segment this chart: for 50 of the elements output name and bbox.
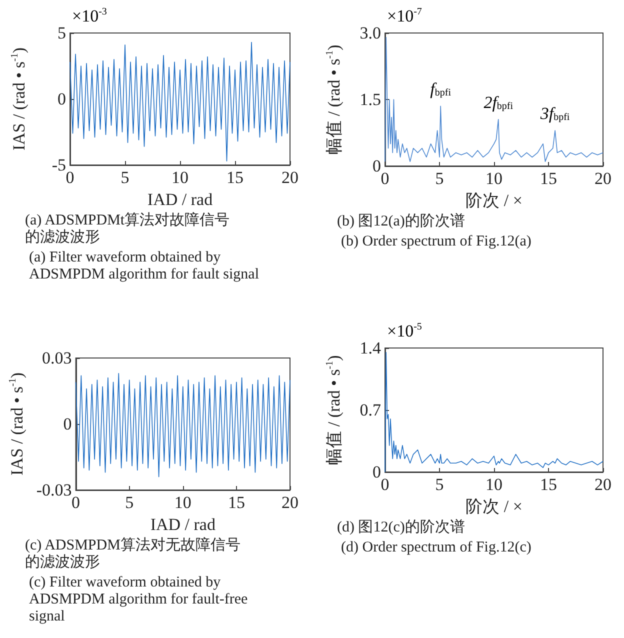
x-tick-label: 5 <box>435 169 444 188</box>
y-tick-label: 0.03 <box>42 348 72 368</box>
y-tick-label: 1.4 <box>360 338 382 358</box>
x-tick-label: 10 <box>486 475 502 494</box>
text: (c) ADSMPDM算法对无故障信号的滤波波形 <box>25 536 240 570</box>
y-tick-label: 3.0 <box>360 24 381 42</box>
y-tick-label: -0.03 <box>36 480 72 500</box>
x-tick-label: 10 <box>172 168 188 187</box>
x-tick-label: 20 <box>594 169 612 188</box>
x-tick-label: 15 <box>228 493 245 512</box>
y-axis-title: IAS / (rad • s-1) <box>8 372 26 476</box>
text: (b) 图12(a)的阶次谱 <box>337 212 465 230</box>
x-axis-title: IAD / rad <box>150 515 216 534</box>
x-tick-label: 15 <box>226 168 244 187</box>
x-tick-label: 10 <box>174 493 192 512</box>
text: (a) Filter waveform obtained by ADSMPDM algorithm for fault signal <box>29 250 259 282</box>
x-tick-label: 5 <box>125 493 134 512</box>
y-axis-title: 幅值 / (rad • s-1) <box>324 44 344 154</box>
text: (d) Order spectrum of Fig.12(c) <box>341 540 532 556</box>
y-tick-label: 1.5 <box>360 90 381 109</box>
y-tick-label: 0 <box>58 90 66 108</box>
y-tick-label: 0.7 <box>360 400 382 420</box>
x-axis-title: 阶次 / × <box>466 191 522 210</box>
y-tick-label: 0 <box>63 414 72 434</box>
text: (b) Order spectrum of Fig.12(a) <box>341 234 532 250</box>
x-axis-title: 阶次 / × <box>466 497 522 516</box>
annotation: fbpfi <box>430 80 452 99</box>
y-tick-label: 0 <box>372 462 381 482</box>
y-axis-title: 幅值 / (rad • s-1) <box>324 355 344 465</box>
x-tick-label: 20 <box>594 475 612 494</box>
y-tick-label: -5 <box>52 156 66 174</box>
annotation: 3fbpfi <box>539 104 570 124</box>
y-tick-label: 5 <box>58 24 66 42</box>
line-series <box>384 37 604 162</box>
y-axis-title: IAS / (rad • s-1) <box>10 47 28 151</box>
text: (a) ADSMPDMt算法对故障信号的滤波波形 <box>25 212 230 246</box>
y-tick-label: 0 <box>372 156 381 176</box>
x-tick-label: 10 <box>486 169 502 188</box>
x-tick-label: 5 <box>120 168 130 187</box>
x-tick-label: 5 <box>435 475 444 494</box>
line-series <box>70 42 290 162</box>
text: (c) Filter waveform obtained by ADSMPDM algorithm for fault-free signal <box>29 574 252 624</box>
x-tick-label: 20 <box>282 168 298 187</box>
text: (d) 图12(c)的阶次谱 <box>337 518 465 536</box>
line-series <box>75 373 290 478</box>
annotation: 2fbpfi <box>484 92 514 112</box>
x-tick-label: 15 <box>540 475 557 494</box>
x-tick-label: 20 <box>282 493 298 512</box>
x-axis-title: IAD / rad <box>147 190 214 209</box>
x-tick-label: 15 <box>540 169 557 188</box>
